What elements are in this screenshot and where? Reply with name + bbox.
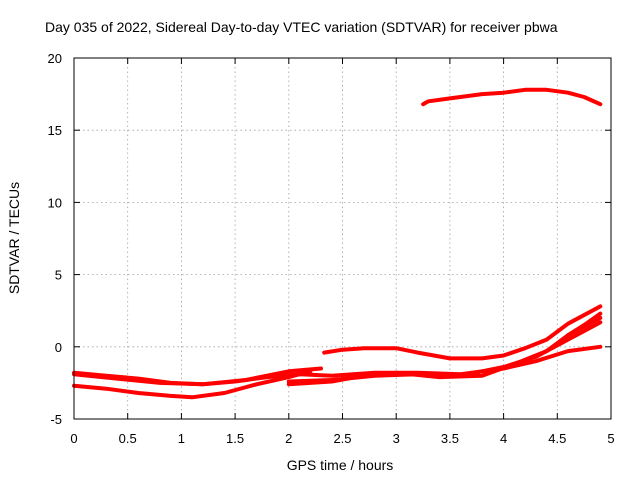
x-tick-label: 1.5	[226, 431, 244, 446]
ticks	[73, 57, 612, 420]
series-trace-5	[286, 315, 603, 387]
chart-title: Day 035 of 2022, Sidereal Day-to-day VTE…	[45, 19, 558, 35]
x-tick-label: 0.5	[119, 431, 137, 446]
series-trace-7	[566, 311, 603, 338]
series-trace-6	[322, 304, 603, 361]
series-trace-8	[421, 87, 603, 107]
y-axis-label: SDTVAR / TECUs	[6, 182, 22, 294]
tick-labels: 0 0.5 1 1.5 2 2.5 3 3.5 4 4.5 5 -5 0 5 10 15 20	[48, 51, 615, 446]
series-group	[72, 87, 603, 400]
x-tick-label: 3.5	[441, 431, 459, 446]
grid	[74, 58, 611, 419]
series-trace-2	[72, 369, 313, 400]
y-tick-label: -5	[50, 412, 62, 427]
y-tick-label: 15	[48, 123, 62, 138]
y-tick-label: 10	[48, 195, 62, 210]
x-tick-label: 5	[607, 431, 614, 446]
x-tick-label: 1	[178, 431, 185, 446]
x-tick-label: 2	[285, 431, 292, 446]
x-tick-label: 0	[70, 431, 77, 446]
y-tick-label: 0	[55, 340, 62, 355]
x-tick-label: 4.5	[548, 431, 566, 446]
x-tick-label: 4	[500, 431, 507, 446]
series-trace-3	[72, 366, 323, 387]
x-tick-label: 2.5	[333, 431, 351, 446]
x-tick-label: 3	[393, 431, 400, 446]
y-tick-label: 5	[55, 268, 62, 283]
x-axis-label: GPS time / hours	[287, 457, 394, 473]
y-tick-label: 20	[48, 51, 62, 66]
